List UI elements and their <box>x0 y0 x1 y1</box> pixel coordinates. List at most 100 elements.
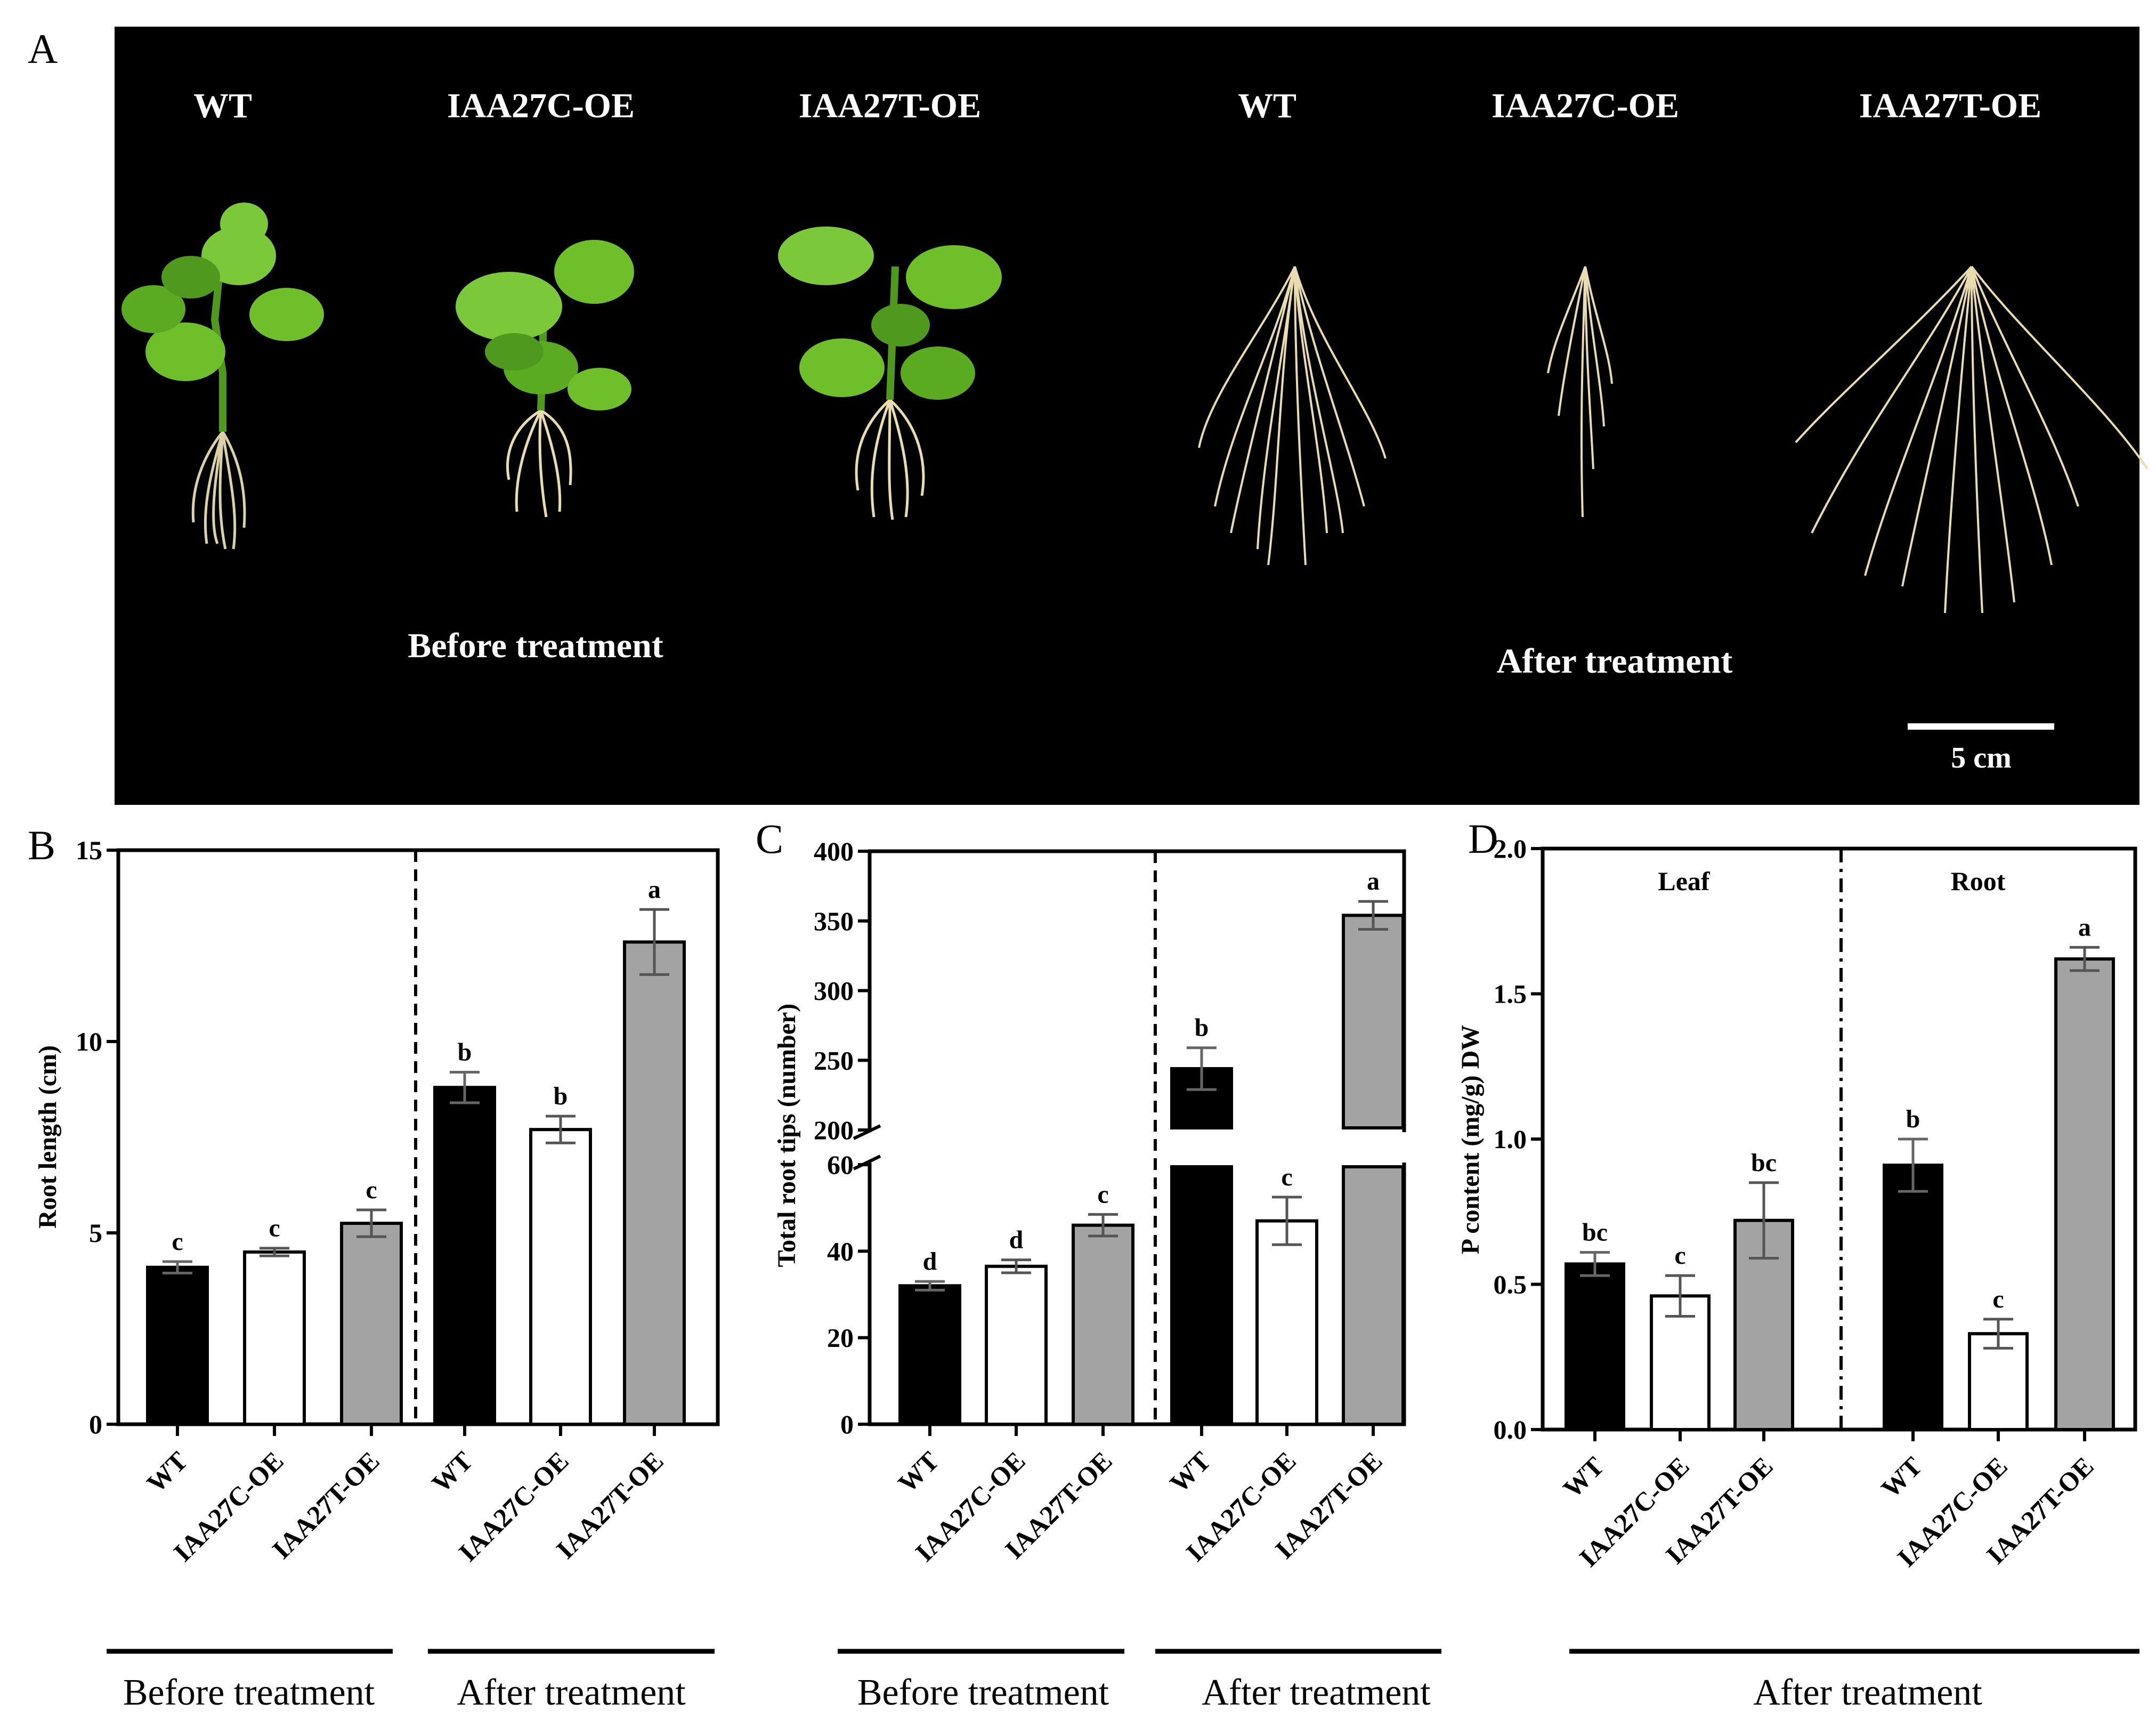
panel-d-significance-letter: bc <box>1582 1218 1608 1247</box>
panel-b-y-axis: 0 5 10 15 <box>76 835 118 1439</box>
panel-c-y-axis: 0 20 40 60 200 250 300 350 400 <box>814 836 1408 1439</box>
panel-d-y-tick-label: 0.5 <box>1494 1270 1527 1300</box>
panel-d-region-label-root: Root <box>1951 866 2006 896</box>
panel-b-category-label: WT <box>426 1446 479 1498</box>
panel-d-bar-iaa27t <box>2054 957 2115 1431</box>
panel-b-y-tick-label: 15 <box>76 835 102 865</box>
seedling-iaa27t-before <box>778 227 1002 520</box>
panel-c-bar-iaa27t <box>1342 914 1405 1130</box>
panel-b-bar-iaa27c <box>529 1128 592 1426</box>
panel-c-bar-iaa27c <box>985 1264 1048 1426</box>
panel-c-y-tick-label: 250 <box>814 1045 854 1075</box>
panel-c-y-tick-label: 350 <box>814 906 854 936</box>
panel-c-letter: C <box>756 816 783 862</box>
panel-b: B 0 5 10 15 Root length (cm) c c c b b a WTIAA27… <box>28 822 720 1713</box>
panel-d-y-tick-label: 2.0 <box>1494 834 1527 863</box>
panel-c-y-axis-title: Total root tips (number) <box>773 1004 801 1268</box>
panel-c-axis-break-mark <box>853 1155 881 1171</box>
photo-caption-after: After treatment <box>1497 642 1733 681</box>
photo-label-wt-before: WT <box>193 86 252 125</box>
panel-d-letter: D <box>1468 816 1498 862</box>
panel-c-y-tick-label: 300 <box>814 976 854 1006</box>
panel-d: D 0.0 0.5 1.0 1.5 2.0 P content (mg/g) DW Le… <box>1456 816 2139 1713</box>
panel-b-bar-iaa27c <box>243 1250 306 1426</box>
photo-background <box>115 27 2139 805</box>
panel-c-category-label: WT <box>1164 1446 1217 1498</box>
panel-c-significance-letter: d <box>1009 1226 1024 1254</box>
panel-d-significance-letter: a <box>2078 913 2091 941</box>
panel-a: A WT IAA27C-OE IAA27T-OE WT IAA27C-OE IA… <box>28 26 2149 805</box>
panel-b-bar-iaa27t <box>340 1222 403 1426</box>
panel-c-bar-wt-lower <box>1170 1165 1233 1426</box>
panel-c-y-tick-label: 400 <box>814 836 854 866</box>
panel-c-y-tick-label: 0 <box>840 1409 854 1439</box>
panel-c-significance-letter: c <box>1281 1163 1292 1191</box>
panel-c-group-label-before: Before treatment <box>857 1672 1109 1713</box>
photo-label-wt-after: WT <box>1238 86 1296 125</box>
photo-label-iaa27c-before: IAA27C-OE <box>447 86 635 125</box>
panel-c-significance-letter: b <box>1195 1014 1209 1042</box>
panel-c-bar-iaa27t <box>1072 1223 1134 1426</box>
panel-d-category-label: WT <box>1875 1451 1928 1504</box>
panel-b-group-label-before: Before treatment <box>123 1672 375 1713</box>
panel-d-significance-letter: b <box>1906 1105 1920 1133</box>
panel-d-group-label-after: After treatment <box>1753 1672 1982 1713</box>
panel-a-letter: A <box>28 26 58 72</box>
panel-b-plot-frame <box>116 848 720 1426</box>
panel-b-bar-wt <box>146 1265 209 1426</box>
panel-c-axis-break-gap <box>854 1132 1408 1163</box>
panel-d-significance-letter: bc <box>1751 1149 1777 1177</box>
panel-d-bar-wt <box>1883 1164 1943 1432</box>
panel-c-y-tick-label: 40 <box>827 1236 854 1266</box>
panel-d-bar-wt <box>1565 1262 1625 1432</box>
panel-b-y-tick-label: 0 <box>89 1409 102 1439</box>
panel-d-significance-letter: c <box>1674 1241 1685 1270</box>
panel-d-y-tick-label: 0.0 <box>1494 1415 1527 1444</box>
panel-d-y-tick-label: 1.0 <box>1494 1124 1527 1154</box>
panel-b-significance-letter: c <box>172 1228 183 1256</box>
panel-d-bar-iaa27c <box>1650 1294 1711 1432</box>
panel-c-significance-letter: c <box>1097 1180 1108 1208</box>
panel-b-category-label: WT <box>141 1446 193 1498</box>
panel-c-bar-wt <box>898 1284 961 1426</box>
panel-c-y-tick-label: 60 <box>827 1150 854 1180</box>
panel-c-significance-letter: a <box>1367 867 1380 895</box>
panel-d-region-label-leaf: Leaf <box>1658 866 1711 896</box>
panel-c-axis-break-mark <box>853 1124 881 1140</box>
panel-c: C 0 20 40 60 200 250 300 350 400 Total root tips… <box>756 816 1441 1713</box>
panel-c-bars: d d c b c a <box>898 867 1405 1426</box>
panel-b-bar-iaa27t <box>623 940 686 1426</box>
panel-d-significance-letter: c <box>1992 1285 2004 1313</box>
panel-b-y-axis-title: Root length (cm) <box>34 1045 62 1229</box>
seedling-iaa27c-before <box>456 240 634 518</box>
panel-c-bar-iaa27c <box>1255 1219 1318 1426</box>
panel-b-significance-letter: c <box>269 1214 280 1242</box>
panel-d-plot-frame <box>1541 846 2137 1432</box>
photo-label-iaa27t-before: IAA27T-OE <box>799 86 981 125</box>
panel-b-letter: B <box>28 822 55 868</box>
panel-c-y-tick-label: 20 <box>827 1323 854 1353</box>
panel-b-significance-letter: c <box>366 1176 377 1204</box>
scale-bar-label: 5 cm <box>1951 741 2012 774</box>
panel-d-y-axis-title: P content (mg/g) DW <box>1456 1025 1485 1255</box>
panel-b-y-tick-label: 5 <box>89 1218 102 1248</box>
panel-c-bar-iaa27t-lower <box>1342 1165 1405 1426</box>
panel-d-category-label: WT <box>1557 1451 1610 1504</box>
panel-d-y-tick-label: 1.5 <box>1494 979 1527 1009</box>
panel-b-significance-letter: a <box>648 875 661 903</box>
root-system-iaa27c-after <box>1547 266 1613 518</box>
root-system-iaa27t-after <box>1795 265 2149 614</box>
panel-c-significance-letter: d <box>923 1247 937 1276</box>
photo-caption-before: Before treatment <box>408 626 663 665</box>
seedling-wt-before <box>121 203 324 550</box>
panel-b-significance-letter: b <box>554 1082 568 1110</box>
root-system-wt-after <box>1198 266 1387 566</box>
panel-b-significance-letter: b <box>458 1038 472 1066</box>
photo-label-iaa27c-after: IAA27C-OE <box>1492 86 1679 125</box>
panel-b-group-label-after: After treatment <box>457 1672 686 1713</box>
